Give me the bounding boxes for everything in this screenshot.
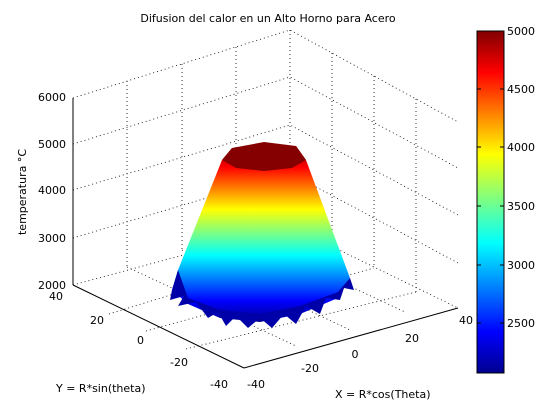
y-tick-label: -20 [170,356,188,369]
surface-cone [172,146,350,322]
z-tick-label: 2000 [38,279,66,292]
chart-title: Difusion del calor en un Alto Horno para… [140,12,395,25]
surface-plot [170,142,354,328]
z-tick-label: 5000 [38,138,66,151]
x-axis: -40 -20 0 20 40 X = R*cos(Theta) [247,314,473,401]
x-tick-label: 40 [459,314,473,327]
y-tick-label: 40 [49,290,63,303]
back-box-top [72,29,459,123]
y-tick-label: 20 [90,314,104,327]
back-wall-gridlines [72,47,459,292]
x-tick-label: 0 [352,348,359,361]
colorbar-tick-label: 4500 [507,83,535,96]
x-axis-label: X = R*cos(Theta) [335,388,431,401]
y-axis-line [72,284,245,369]
surface-top-cap [222,142,306,171]
z-axis: 6000 5000 4000 3000 2000 temperatura °C [16,91,66,292]
z-axis-label: temperatura °C [16,149,29,235]
colorbar-tick-label: 4000 [507,141,535,154]
colorbar-ticks [477,30,504,324]
y-axis: 40 20 0 -20 -40 Y = R*sin(theta) [49,290,228,395]
surface-jagged-base [170,270,354,328]
x-tick-label: 20 [405,332,419,345]
y-tick-label: -40 [210,378,228,391]
z-tick-label: 6000 [38,91,66,104]
x-tick-label: -40 [247,378,265,391]
colorbar: 5000 4500 4000 3500 3000 2500 [476,25,535,374]
x-axis-line [243,307,459,369]
x-tick-label: -20 [301,362,319,375]
y-axis-label: Y = R*sin(theta) [55,382,146,395]
y-tick-label: 0 [137,334,144,347]
colorbar-tick-label: 5000 [507,25,535,38]
colorbar-tick-label: 3000 [507,259,535,272]
z-tick-label: 3000 [38,232,66,245]
colorbar-tick-label: 3500 [507,200,535,213]
z-tick-label: 4000 [38,184,66,197]
colorbar-gradient [476,30,505,374]
colorbar-tick-label: 2500 [507,317,535,330]
